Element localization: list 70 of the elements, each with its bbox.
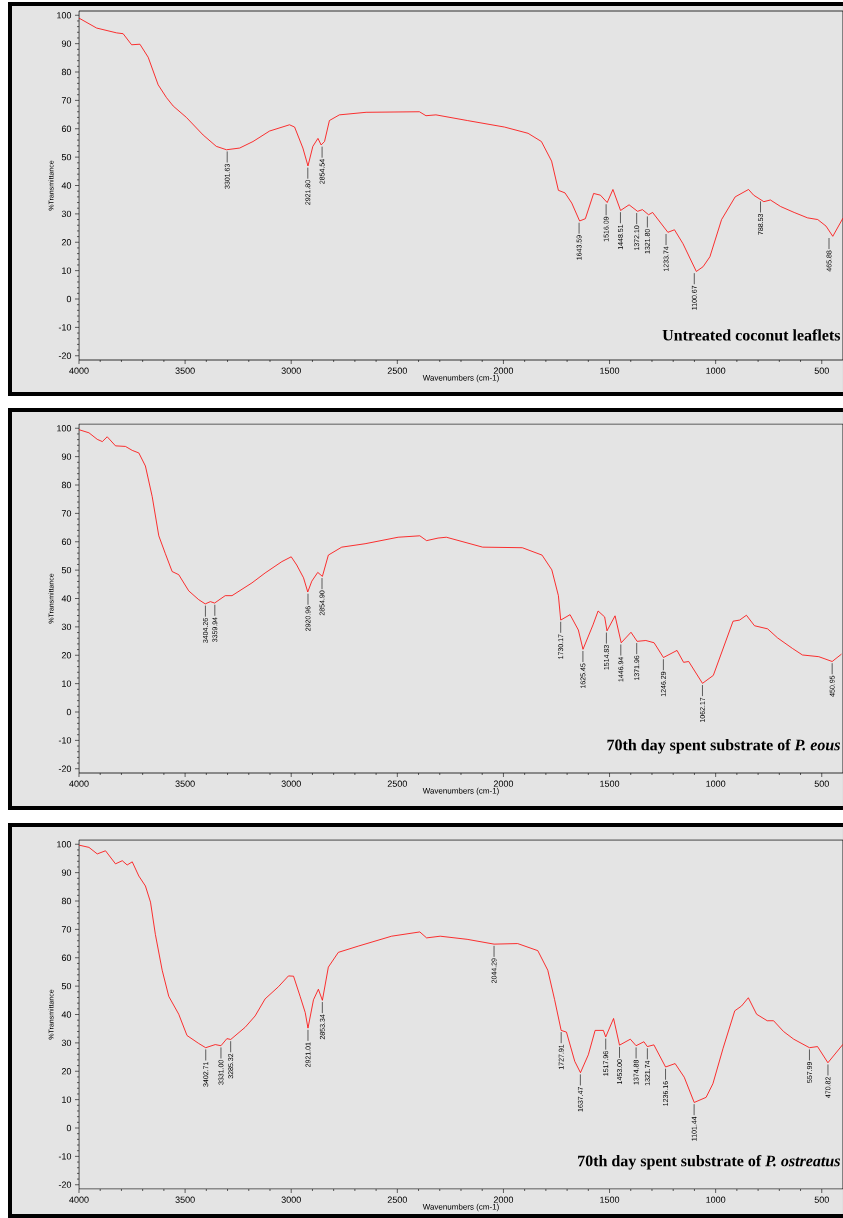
y-tick-label: 60 [61, 954, 72, 961]
y-tick-label: -10 [58, 737, 72, 744]
x-tick-label: 2500 [387, 367, 407, 374]
y-tick-label: 40 [61, 182, 72, 189]
y-tick-label: 90 [61, 453, 72, 460]
y-tick-label: 30 [61, 210, 72, 218]
y-tick-label: -10 [58, 324, 72, 331]
x-tick-label: 2500 [387, 780, 407, 787]
x-tick-label: 3000 [281, 367, 301, 374]
y-tick-label: 50 [61, 153, 72, 161]
y-tick-label: 10 [62, 680, 72, 687]
annotation: 70th day spent substrate of P. ostreatus [578, 1154, 840, 1170]
y-tick-label: 20 [61, 652, 72, 659]
y-tick-label: -10 [58, 1153, 72, 1160]
line-series [78, 17, 843, 272]
x-tick-label: 500 [814, 367, 829, 374]
x-tick-label: 2000 [493, 1196, 514, 1203]
x-tick-label: 500 [814, 780, 829, 787]
y-tick-label: 30 [61, 623, 72, 631]
x-tick-label: 1500 [600, 780, 620, 787]
annotation: Untreated coconut leaflets [662, 329, 841, 341]
y-tick-label: 20 [61, 1068, 72, 1075]
y-tick-label: 90 [61, 40, 72, 47]
x-tick-label: 4000 [69, 367, 89, 374]
x-tick-label: 3500 [175, 780, 195, 787]
y-tick-label: 100 [57, 425, 72, 432]
y-tick-label: 30 [61, 1039, 72, 1047]
y-tick-label: 100 [57, 12, 72, 19]
x-tick-label: 4000 [69, 1196, 89, 1203]
y-tick-label: 70 [61, 97, 72, 104]
y-tick-label: -20 [58, 765, 72, 772]
y-tick-label: 60 [61, 538, 72, 545]
y-tick-label: 90 [61, 869, 72, 876]
x-tick-label: 3000 [281, 1196, 301, 1203]
y-tick-label: -20 [58, 1181, 72, 1188]
x-axis-title: Wavenumbers (cm-1) [422, 1203, 499, 1212]
x-tick-label: 1000 [706, 780, 726, 787]
x-tick-label: 2000 [493, 780, 514, 787]
annotation: 70th day spent substrate of P. eous [607, 738, 840, 754]
y-tick-label: 50 [61, 566, 72, 574]
y-tick-label: 80 [61, 68, 72, 76]
x-axis-title: Wavenumbers (cm-1) [422, 787, 499, 796]
x-tick-label: 3500 [175, 1196, 195, 1203]
x-tick-label: 1500 [600, 367, 620, 374]
y-tick-label: -20 [58, 352, 72, 359]
x-tick-label: 1000 [706, 1196, 726, 1203]
y-tick-label: 100 [57, 841, 72, 848]
y-tick-label: 10 [62, 1096, 72, 1103]
y-tick-label: 20 [61, 239, 72, 246]
y-tick-label: 80 [61, 481, 72, 489]
y-tick-label: 0 [66, 1124, 72, 1132]
y-tick-label: 50 [61, 982, 72, 990]
y-tick-label: 10 [62, 267, 72, 274]
y-tick-label: 70 [61, 926, 72, 933]
y-tick-label: 40 [61, 595, 72, 602]
x-tick-label: 1000 [706, 367, 726, 374]
y-tick-label: 70 [61, 510, 72, 517]
y-tick-label: 0 [66, 295, 72, 303]
x-tick-label: 2000 [493, 367, 514, 374]
x-tick-label: 2500 [387, 1196, 407, 1203]
x-tick-label: 4000 [69, 780, 89, 787]
y-tick-label: 60 [61, 125, 72, 132]
x-tick-label: 3500 [175, 367, 195, 374]
x-tick-label: 500 [814, 1196, 829, 1203]
y-tick-label: 40 [61, 1011, 72, 1018]
x-tick-label: 3000 [281, 780, 301, 787]
y-tick-label: 80 [61, 897, 72, 905]
x-tick-label: 1500 [600, 1196, 620, 1203]
y-tick-label: 0 [66, 708, 72, 716]
x-axis-title: Wavenumbers (cm-1) [422, 374, 499, 383]
